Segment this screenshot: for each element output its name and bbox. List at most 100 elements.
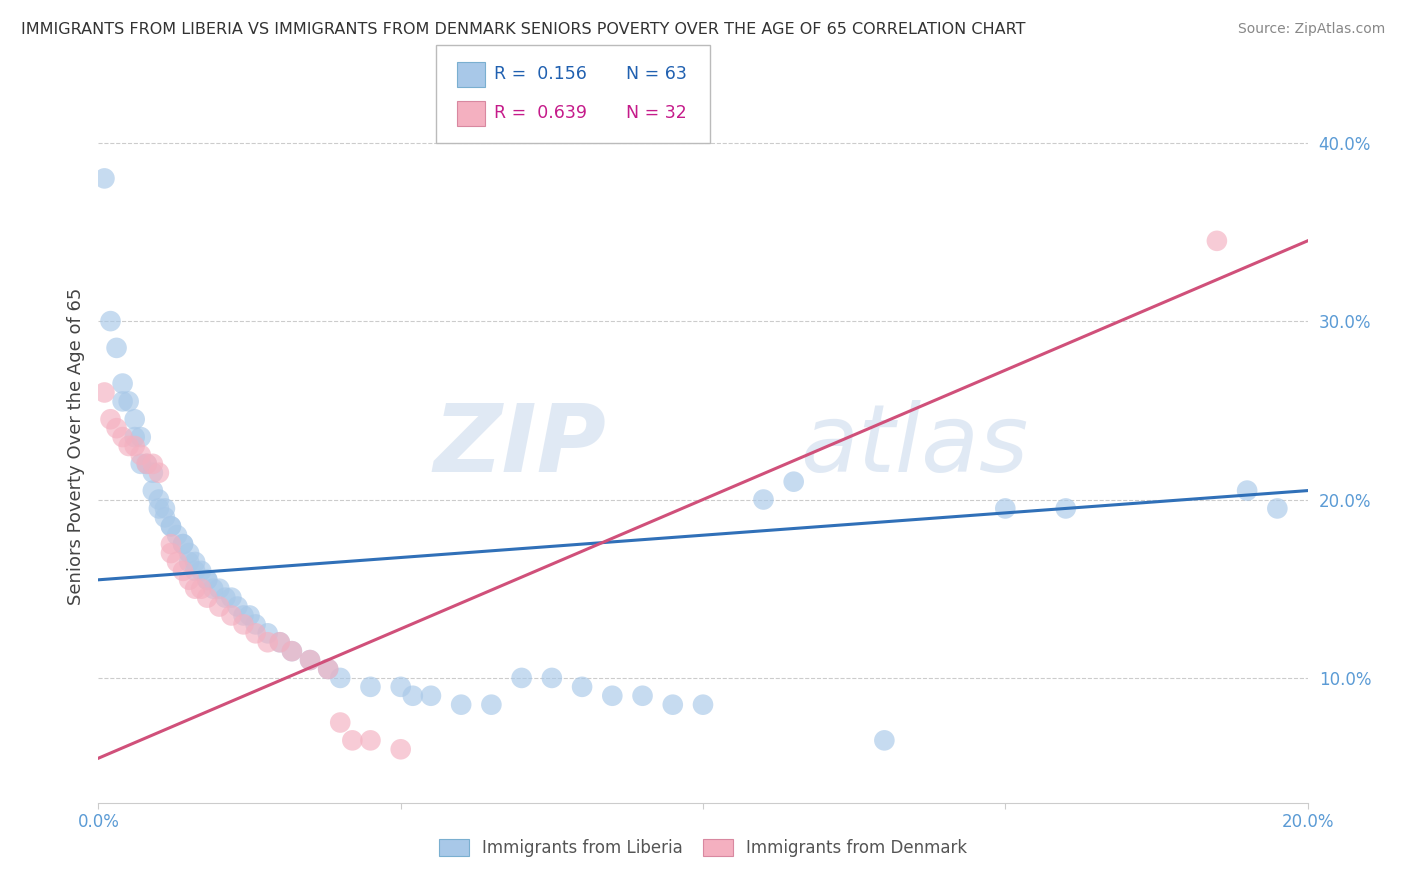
Point <box>1054 501 1077 516</box>
Point <box>124 430 146 444</box>
Point <box>540 671 562 685</box>
Point <box>166 528 188 542</box>
Point <box>172 537 194 551</box>
Point <box>420 689 443 703</box>
Text: ZIP: ZIP <box>433 400 606 492</box>
Point <box>160 537 183 551</box>
Point <box>166 555 188 569</box>
Point <box>226 599 249 614</box>
Point <box>299 653 322 667</box>
Point <box>129 448 152 462</box>
Point <box>873 733 896 747</box>
Point <box>360 733 382 747</box>
Point <box>111 394 134 409</box>
Point <box>124 412 146 426</box>
Point <box>105 341 128 355</box>
Point <box>124 439 146 453</box>
Point <box>221 591 243 605</box>
Point <box>281 644 304 658</box>
Point <box>692 698 714 712</box>
Point <box>93 171 115 186</box>
Point <box>195 573 218 587</box>
Point <box>631 689 654 703</box>
Point <box>111 430 134 444</box>
Point <box>93 385 115 400</box>
Point <box>221 608 243 623</box>
Point <box>450 698 472 712</box>
Point <box>160 519 183 533</box>
Point <box>195 573 218 587</box>
Point <box>100 314 122 328</box>
Point <box>105 421 128 435</box>
Point <box>402 689 425 703</box>
Point <box>256 635 278 649</box>
Point <box>232 617 254 632</box>
Point <box>1267 501 1289 516</box>
Point <box>342 733 364 747</box>
Point <box>118 439 141 453</box>
Point <box>184 582 207 596</box>
Point <box>179 573 201 587</box>
Point <box>281 644 304 658</box>
Point <box>202 582 225 596</box>
Text: Source: ZipAtlas.com: Source: ZipAtlas.com <box>1237 22 1385 37</box>
Point <box>1236 483 1258 498</box>
Text: R =  0.639: R = 0.639 <box>494 104 586 122</box>
Point <box>190 582 212 596</box>
Point <box>142 457 165 471</box>
Text: N = 63: N = 63 <box>626 65 686 83</box>
Point <box>389 680 412 694</box>
Point <box>994 501 1017 516</box>
Point <box>661 698 683 712</box>
Point <box>245 626 267 640</box>
Point <box>195 591 218 605</box>
Point <box>481 698 503 712</box>
Point <box>142 483 165 498</box>
Point <box>148 492 170 507</box>
Point <box>389 742 412 756</box>
Point <box>148 466 170 480</box>
Text: R =  0.156: R = 0.156 <box>494 65 586 83</box>
Y-axis label: Seniors Poverty Over the Age of 65: Seniors Poverty Over the Age of 65 <box>66 287 84 605</box>
Point <box>329 715 352 730</box>
Point <box>232 608 254 623</box>
Text: IMMIGRANTS FROM LIBERIA VS IMMIGRANTS FROM DENMARK SENIORS POVERTY OVER THE AGE : IMMIGRANTS FROM LIBERIA VS IMMIGRANTS FR… <box>21 22 1025 37</box>
Legend: Immigrants from Liberia, Immigrants from Denmark: Immigrants from Liberia, Immigrants from… <box>430 831 976 866</box>
Point <box>208 582 231 596</box>
Point <box>184 555 207 569</box>
Point <box>142 466 165 480</box>
Point <box>118 394 141 409</box>
Point <box>245 617 267 632</box>
Point <box>783 475 806 489</box>
Point <box>208 599 231 614</box>
Point <box>160 519 183 533</box>
Point <box>190 564 212 578</box>
Point <box>153 501 176 516</box>
Point <box>239 608 262 623</box>
Point <box>100 412 122 426</box>
Point <box>129 430 152 444</box>
Point <box>111 376 134 391</box>
Point <box>160 546 183 560</box>
Point <box>329 671 352 685</box>
Point <box>153 510 176 524</box>
Point <box>129 457 152 471</box>
Point <box>752 492 775 507</box>
Point <box>179 546 201 560</box>
Point <box>316 662 339 676</box>
Point <box>135 457 157 471</box>
Point <box>256 626 278 640</box>
Point <box>1206 234 1229 248</box>
Point <box>316 662 339 676</box>
Point <box>299 653 322 667</box>
Point <box>360 680 382 694</box>
Point <box>214 591 236 605</box>
Point <box>179 555 201 569</box>
Point <box>148 501 170 516</box>
Text: N = 32: N = 32 <box>626 104 686 122</box>
Point <box>172 564 194 578</box>
Point <box>602 689 624 703</box>
Point <box>269 635 291 649</box>
Text: atlas: atlas <box>800 401 1028 491</box>
Point <box>269 635 291 649</box>
